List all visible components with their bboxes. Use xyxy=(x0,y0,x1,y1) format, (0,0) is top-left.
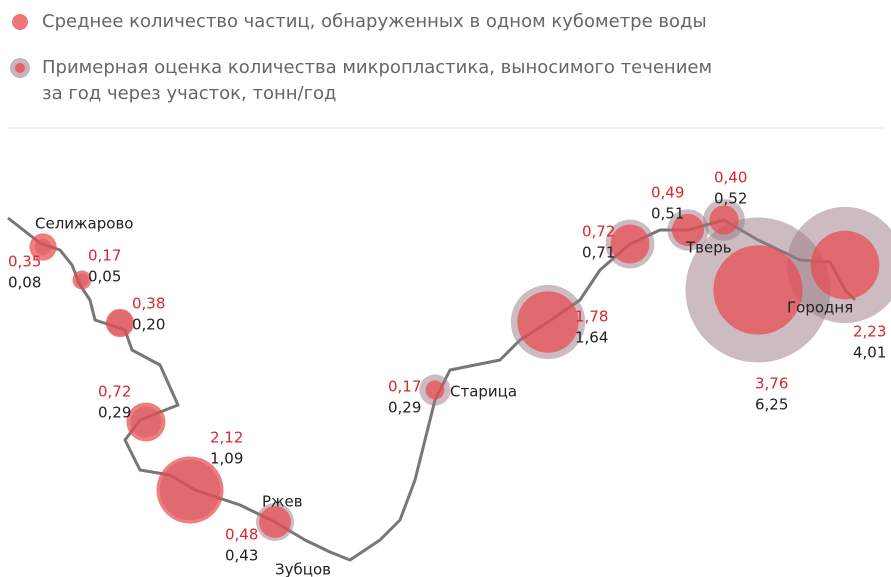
legend-text: Среднее количество частиц, обнаруженных … xyxy=(42,11,707,32)
city-label: Городня xyxy=(787,299,853,317)
legend-text: за год через участок, тонн/год xyxy=(42,83,337,104)
particles-bubble xyxy=(425,380,445,400)
particles-label: 0,38 xyxy=(132,295,165,313)
particles-bubble xyxy=(517,291,579,353)
tonnes-label: 0,43 xyxy=(225,547,258,565)
particles-bubble xyxy=(259,506,291,538)
particles-label: 0,49 xyxy=(651,184,684,202)
city-label: Селижарово xyxy=(35,215,133,233)
particles-label: 0,35 xyxy=(8,253,41,271)
particles-bubble xyxy=(810,230,880,300)
city-label: Ржев xyxy=(262,493,303,511)
particles-label: 0,17 xyxy=(88,247,121,265)
particles-bubble xyxy=(671,213,705,247)
particles-label: 0,48 xyxy=(225,526,258,544)
tonnes-label: 1,09 xyxy=(210,450,243,468)
legend-text: Примерная оценка количества микропластик… xyxy=(42,57,712,78)
particles-bubble xyxy=(29,233,57,261)
tonnes-label: 0,08 xyxy=(8,274,41,292)
tonnes-label: 0,05 xyxy=(88,268,121,286)
tonnes-label: 0,20 xyxy=(132,316,165,334)
particles-bubble xyxy=(709,205,739,235)
tonnes-label: 0,52 xyxy=(714,190,747,208)
city-label: Тверь xyxy=(685,239,732,257)
particles-bubble xyxy=(126,402,166,442)
particles-label: 2,12 xyxy=(210,429,243,447)
tonnes-label: 1,64 xyxy=(575,329,608,347)
particles-label: 0,72 xyxy=(582,223,615,241)
particles-label: 0,72 xyxy=(98,383,131,401)
tonnes-label: 6,25 xyxy=(755,396,788,414)
tonnes-label: 0,71 xyxy=(582,244,615,262)
tonnes-label: 0,29 xyxy=(388,399,421,417)
particles-bubble xyxy=(713,245,803,335)
particles-bubble xyxy=(72,270,92,290)
particles-bubble xyxy=(105,308,135,338)
particles-label: 0,17 xyxy=(388,378,421,396)
legend-swatch xyxy=(12,14,28,30)
particles-label: 0,40 xyxy=(714,169,747,187)
particles-label: 3,76 xyxy=(755,375,788,393)
particles-label: 2,23 xyxy=(853,323,886,341)
city-label: Зубцов xyxy=(275,561,331,577)
tonnes-label: 4,01 xyxy=(853,344,886,362)
city-label: Старица xyxy=(450,383,517,401)
tonnes-label: 0,51 xyxy=(651,205,684,223)
particles-bubble xyxy=(156,456,224,524)
legend-swatch xyxy=(15,63,25,73)
tonnes-label: 0,29 xyxy=(98,404,131,422)
particles-bubble xyxy=(610,224,650,264)
particles-label: 1,78 xyxy=(575,308,608,326)
